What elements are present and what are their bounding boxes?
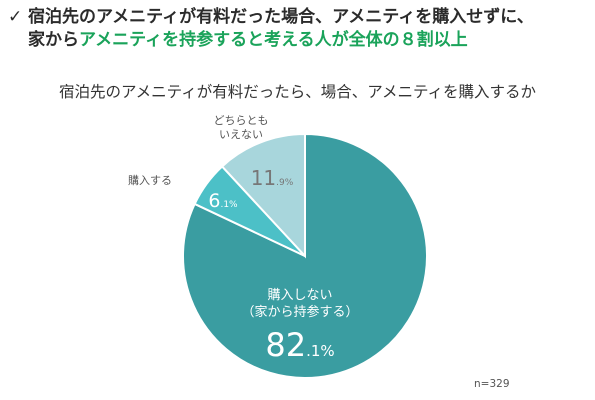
- main-slice-label-1: 購入しない: [267, 288, 332, 303]
- main-slice-value: 82.1%: [265, 326, 334, 364]
- neutral-label-1: どちらとも: [214, 114, 269, 127]
- headline-line2-prefix: 家から: [28, 30, 79, 50]
- slice-neutral: [220, 132, 306, 259]
- sample-size-note: n=329: [474, 378, 510, 390]
- neutral-slice-value: 11.9%: [251, 166, 294, 190]
- headline-line2-highlight: アメニティを持参すると考える人が全体の８割以上: [79, 30, 468, 50]
- buy-slice-value: 6.1%: [208, 190, 238, 212]
- headline: ✓ 宿泊先のアメニティが有料だった場合、アメニティを購入せずに、 家からアメニティ…: [8, 6, 588, 52]
- check-icon: ✓: [8, 7, 23, 27]
- main-slice-label-2: （家から持参する）: [241, 304, 358, 320]
- headline-line1: 宿泊先のアメニティが有料だった場合、アメニティを購入せずに、: [28, 7, 534, 27]
- chart-title: 宿泊先のアメニティが有料だったら、場合、アメニティを購入するか: [58, 83, 537, 101]
- buy-label: 購入する: [128, 173, 172, 187]
- neutral-label-2: いえない: [219, 128, 263, 141]
